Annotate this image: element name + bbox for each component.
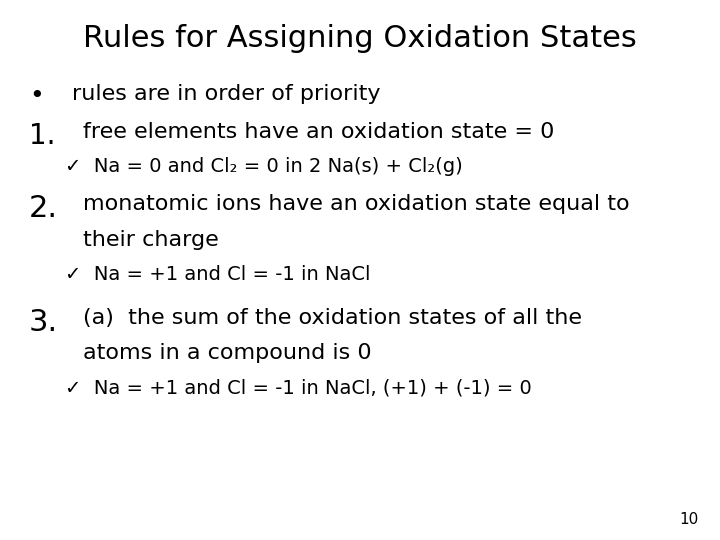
Text: Rules for Assigning Oxidation States: Rules for Assigning Oxidation States (83, 24, 637, 53)
Text: rules are in order of priority: rules are in order of priority (72, 84, 380, 104)
Text: their charge: their charge (83, 230, 219, 249)
Text: 10: 10 (679, 511, 698, 526)
Text: ✓  Na = +1 and Cl = -1 in NaCl, (+1) + (-1) = 0: ✓ Na = +1 and Cl = -1 in NaCl, (+1) + (-… (65, 378, 531, 397)
Text: 3.: 3. (29, 308, 58, 337)
Text: 2.: 2. (29, 194, 58, 224)
Text: (a)  the sum of the oxidation states of all the: (a) the sum of the oxidation states of a… (83, 308, 582, 328)
Text: 1.: 1. (29, 122, 55, 150)
Text: free elements have an oxidation state = 0: free elements have an oxidation state = … (83, 122, 554, 141)
Text: ✓  Na = +1 and Cl = -1 in NaCl: ✓ Na = +1 and Cl = -1 in NaCl (65, 265, 370, 284)
Text: ✓  Na = 0 and Cl₂ = 0 in 2 Na(s) + Cl₂(g): ✓ Na = 0 and Cl₂ = 0 in 2 Na(s) + Cl₂(g) (65, 157, 462, 176)
Text: atoms in a compound is 0: atoms in a compound is 0 (83, 343, 372, 363)
Text: •: • (29, 84, 43, 107)
Text: monatomic ions have an oxidation state equal to: monatomic ions have an oxidation state e… (83, 194, 629, 214)
